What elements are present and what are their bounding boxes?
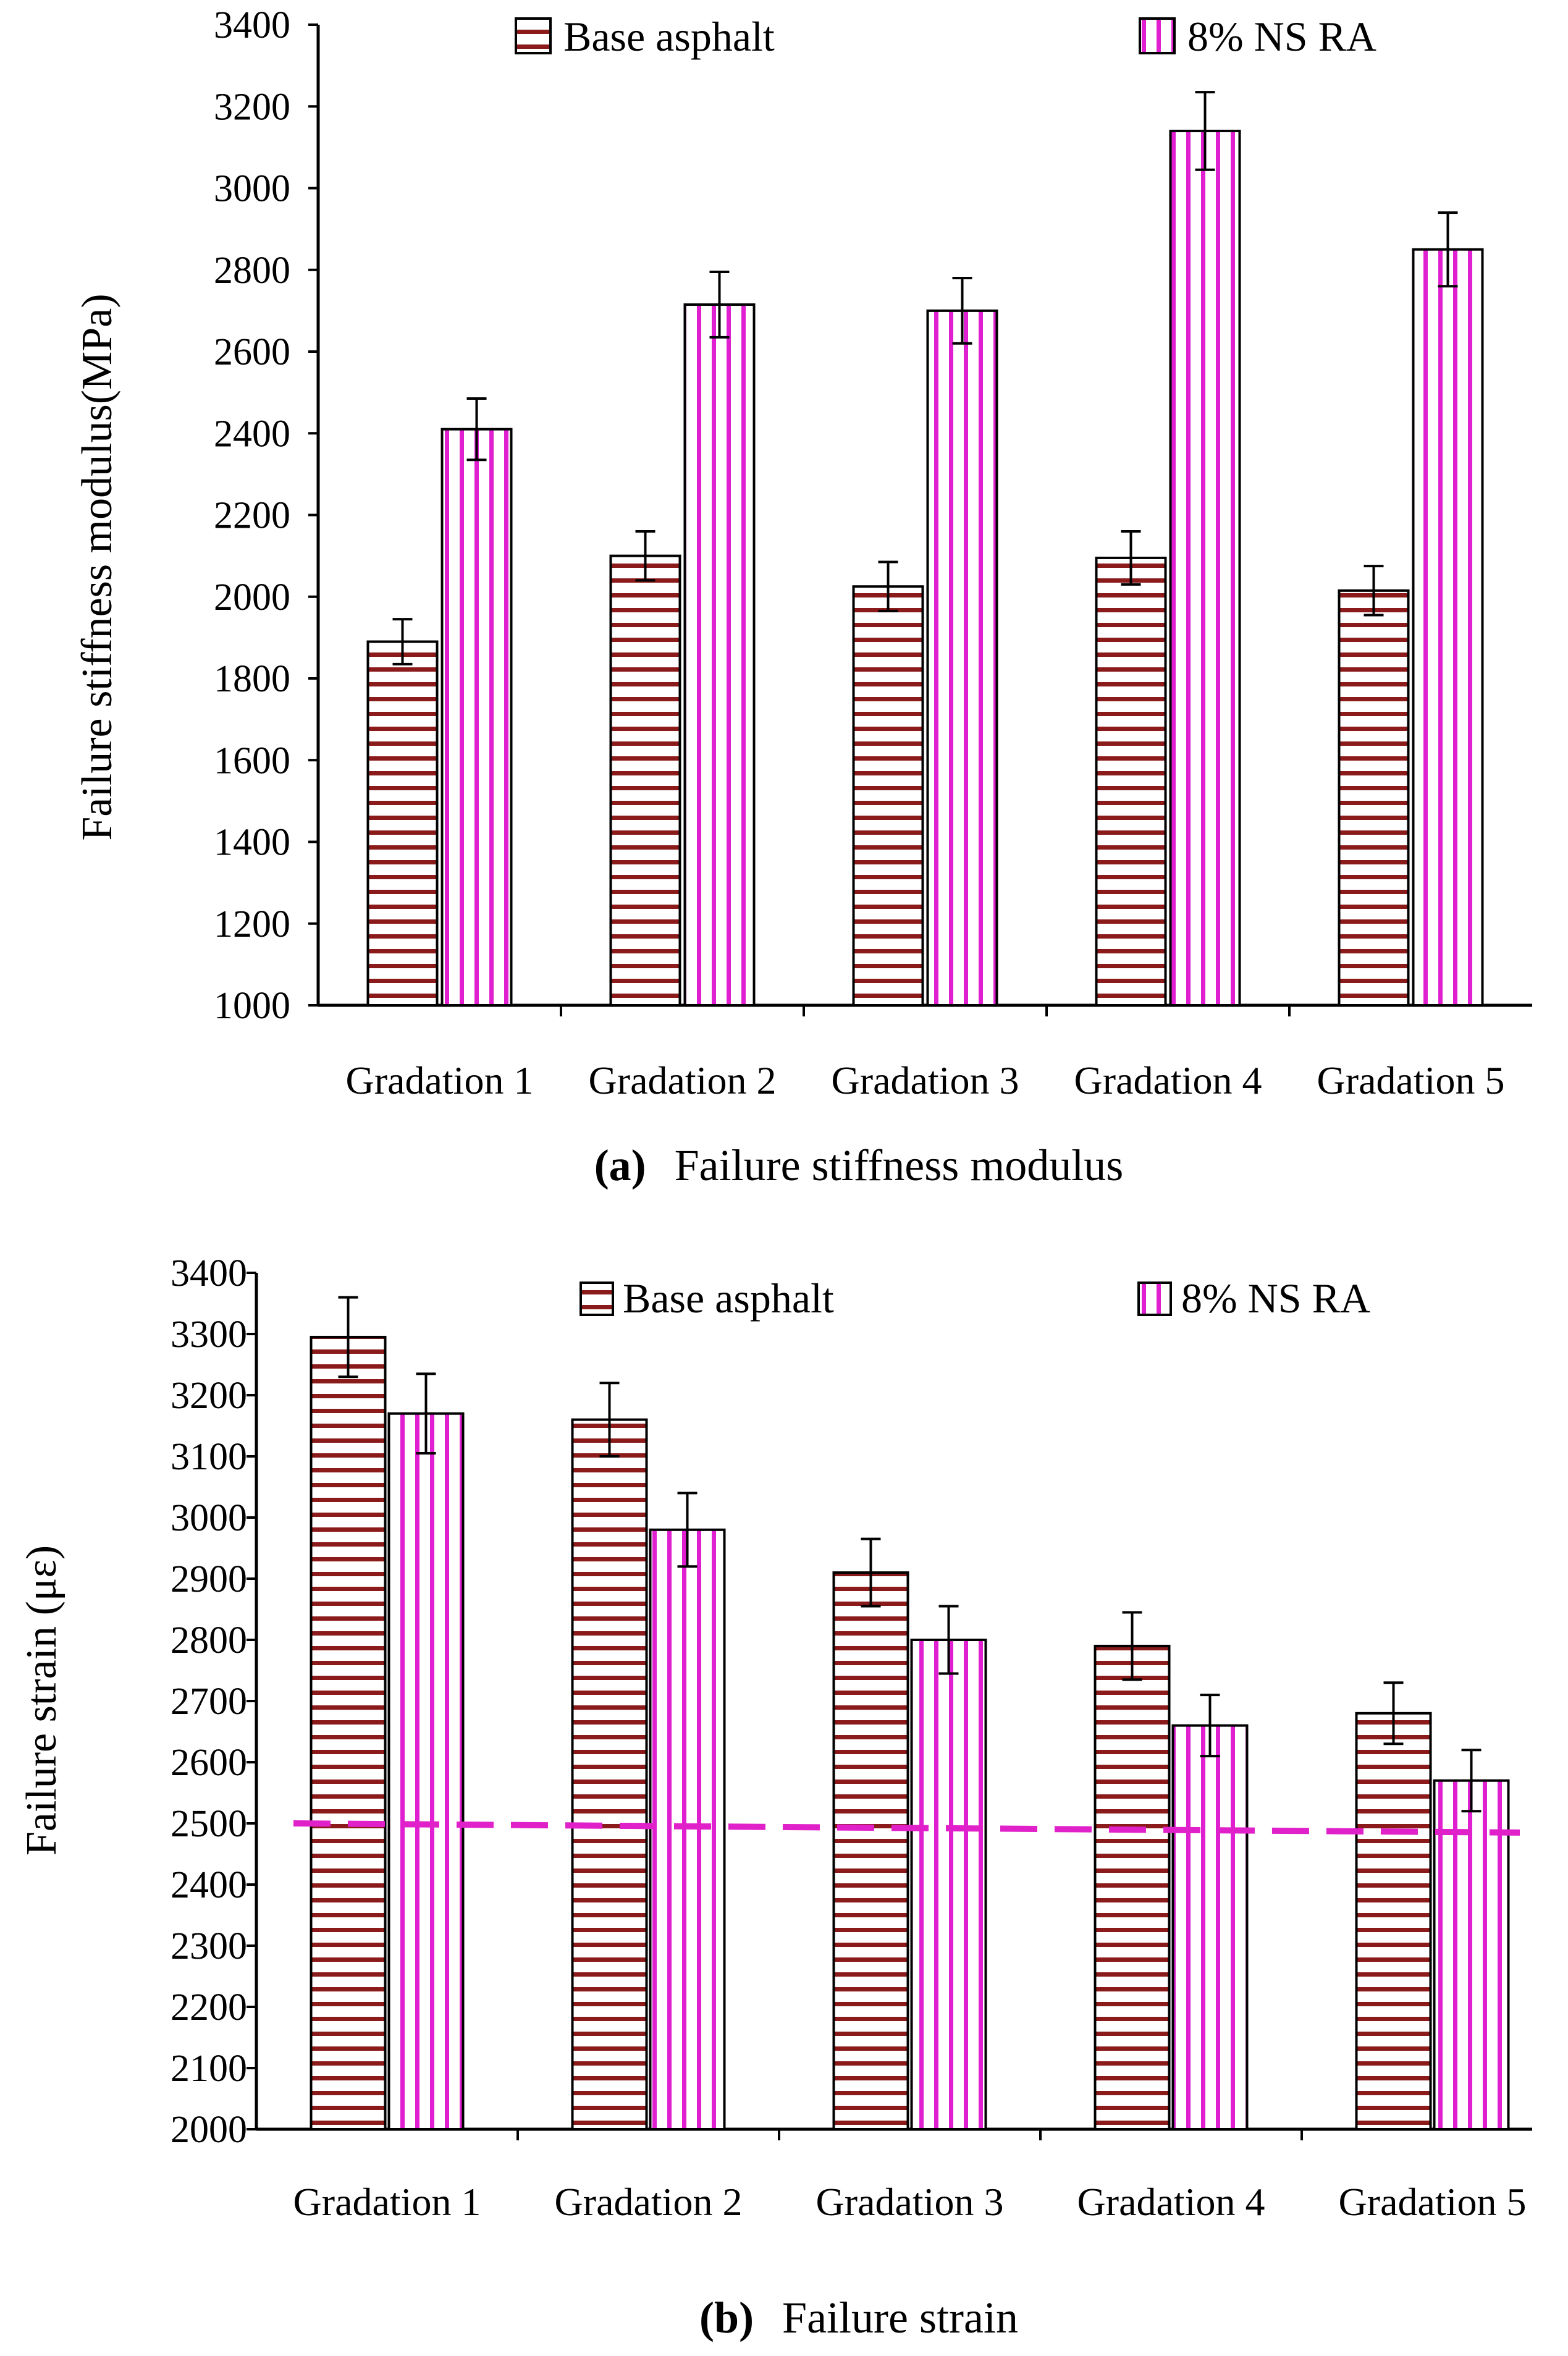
y-tick-label: 2000 [171,2109,247,2151]
chart-b: 2000 2100 2200 2300 2400 2500 2600 2700 2800 2900… [18,1252,1532,2342]
bar-ns-ra [440,428,513,1007]
chart-a-bars [366,91,1484,1007]
bar-ns-ra [1171,1724,1249,2131]
chart-a-caption: (a) Failure stiffness modulus [594,1141,1124,1190]
y-tick-label: 3100 [171,1436,247,1478]
legend-swatch-base-asphalt [515,17,552,54]
legend-label-ns-ra: 8% NS RA [1181,1275,1370,1322]
y-tick-label: 2800 [171,1619,247,1661]
legend-label-base-asphalt: Base asphalt [563,13,775,60]
y-tick-label: 3200 [214,86,290,128]
x-tick-label: Gradation 3 [816,2180,1004,2224]
chart-a-caption-text: Failure stiffness modulus [675,1141,1124,1190]
x-tick-label: Gradation 2 [589,1058,777,1102]
chart-a-legend: Base asphalt 8% NS RA [515,13,1376,60]
y-tick-label: 2200 [214,495,290,537]
chart-b-legend: Base asphalt 8% NS RA [580,1275,1370,1322]
x-tick-label: Gradation 5 [1339,2180,1527,2224]
bar-base-asphalt [1094,1644,1171,2130]
x-tick-label: Gradation 4 [1077,2180,1265,2224]
bar-ns-ra [1169,129,1241,1007]
chart-b-threshold-line [293,1820,1520,1836]
legend-label-base-asphalt: Base asphalt [623,1275,834,1322]
y-tick-label: 3200 [171,1375,247,1417]
y-tick-label: 3000 [214,168,290,210]
bar-ns-ra [649,1528,726,2131]
x-tick-label: Gradation 4 [1074,1058,1262,1102]
y-tick-label: 2200 [171,1987,247,2029]
y-tick-label: 1800 [214,658,290,700]
y-tick-label: 2500 [171,1803,247,1845]
y-tick-label: 2100 [171,2048,247,2090]
y-tick-label: 2300 [171,1925,247,1967]
y-tick-label: 1600 [214,740,290,782]
legend-swatch-ns-ra [1139,17,1176,54]
chart-b-caption: (b) Failure strain [699,2293,1018,2342]
bar-ns-ra [926,309,998,1007]
y-tick-label: 2600 [214,331,290,373]
bar-base-asphalt [1338,589,1410,1007]
bar-base-asphalt [609,554,681,1007]
bar-ns-ra [1433,1779,1510,2130]
chart-a-y-ticks: 1000 1200 1400 1600 1800 2000 2200 2400 2600 2800… [214,4,318,1027]
y-tick-label: 2400 [171,1864,247,1906]
legend-label-ns-ra: 8% NS RA [1187,13,1376,60]
bar-ns-ra [910,1639,987,2130]
chart-a-x-tick-labels: Gradation 1 Gradation 2 Gradation 3 Gradati… [346,1005,1505,1102]
bar-ns-ra [387,1412,465,2130]
chart-b-x-tick-labels: Gradation 1 Gradation 2 Gradation 3 Gradati… [293,2129,1527,2224]
chart-a: 1000 1200 1400 1600 1800 2000 2200 2400 2600 2800… [74,4,1532,1190]
y-tick-label: 1200 [214,903,290,945]
y-tick-label: 1000 [214,985,290,1027]
y-tick-label: 3400 [171,1252,247,1294]
x-tick-label: Gradation 2 [555,2180,743,2224]
chart-a-caption-label: (a) [594,1141,646,1190]
y-tick-label: 2400 [214,413,290,455]
bar-ns-ra [683,303,756,1007]
legend-swatch-base-asphalt [580,1281,614,1316]
chart-b-y-ticks: 2000 2100 2200 2300 2400 2500 2600 2700 2800 2900… [171,1252,256,2151]
y-tick-label: 2600 [171,1742,247,1784]
y-tick-label: 1400 [214,822,290,864]
x-tick-label: Gradation 3 [832,1058,1019,1102]
y-tick-label: 2900 [171,1558,247,1600]
y-tick-label: 2000 [214,576,290,619]
y-tick-label: 3400 [214,4,290,46]
y-tick-label: 2700 [171,1681,247,1723]
y-tick-label: 2800 [214,250,290,292]
x-tick-label: Gradation 1 [293,2180,481,2224]
bar-base-asphalt [366,640,439,1007]
chart-b-bars [310,1296,1510,2131]
bar-base-asphalt [1355,1712,1432,2131]
bar-base-asphalt [310,1335,387,2130]
chart-a-y-axis-title: Failure stiffness modulus(MPa) [74,293,121,840]
y-tick-label: 3000 [171,1497,247,1539]
y-tick-label: 3300 [171,1314,247,1356]
chart-b-caption-label: (b) [699,2293,754,2342]
bar-base-asphalt [1095,556,1167,1007]
legend-swatch-ns-ra [1137,1281,1172,1316]
bar-base-asphalt [571,1418,648,2131]
x-tick-label: Gradation 1 [346,1058,534,1102]
bar-base-asphalt [852,585,924,1007]
chart-b-y-axis-title: Failure strain (με) [18,1545,65,1856]
x-tick-label: Gradation 5 [1317,1058,1505,1102]
bar-ns-ra [1412,248,1484,1007]
chart-b-caption-text: Failure strain [782,2293,1018,2342]
bar-base-asphalt [832,1571,909,2131]
